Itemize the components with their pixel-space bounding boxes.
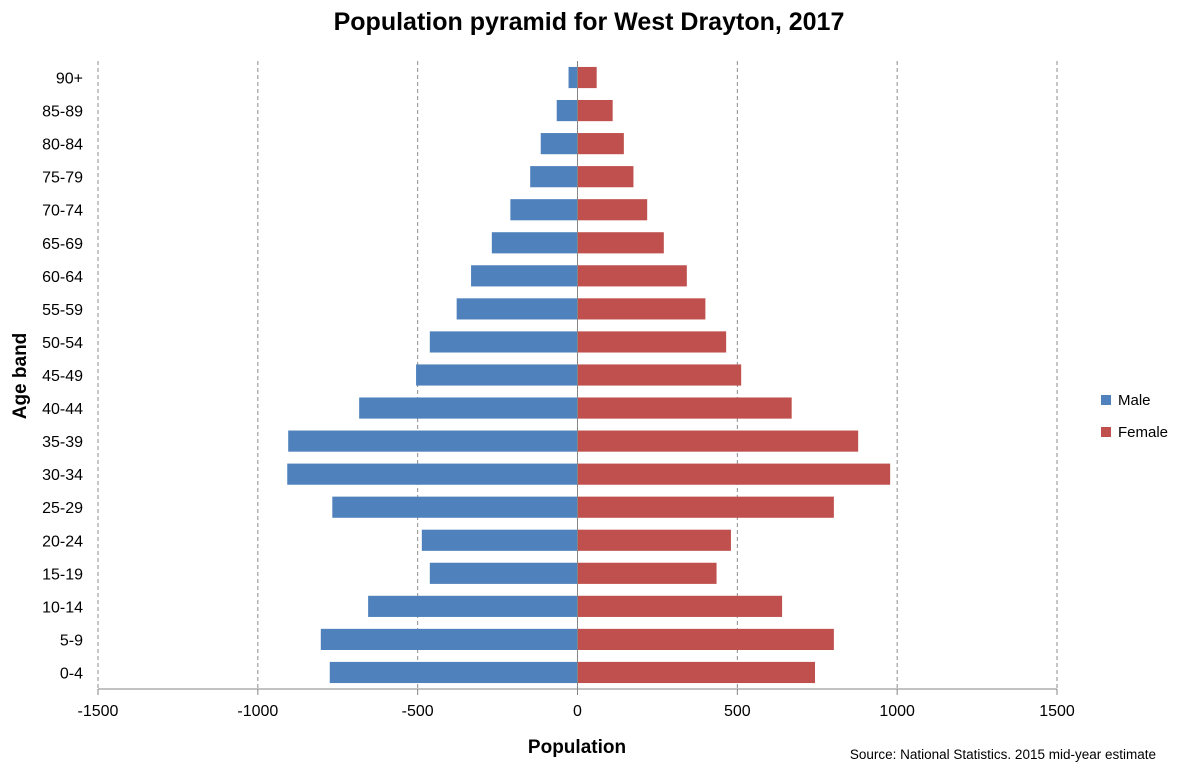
bar-male-0-4	[329, 661, 578, 684]
bar-male-20-24	[421, 529, 578, 551]
y-tick-label: 45-49	[42, 368, 83, 385]
y-tick-label: 75-79	[42, 170, 83, 187]
y-tick-label: 20-24	[42, 533, 83, 550]
bar-male-80-84	[540, 133, 578, 155]
bar-female-0-4	[577, 661, 816, 684]
x-tick-label: 500	[724, 703, 751, 720]
bar-female-15-19	[577, 562, 717, 584]
bar-male-90+	[568, 66, 578, 89]
x-tick-label: -1500	[78, 703, 119, 720]
legend: Male Female	[1101, 384, 1168, 448]
bar-female-30-34	[577, 463, 891, 485]
x-tick-label: 1000	[879, 703, 915, 720]
y-tick-label: 60-64	[42, 269, 83, 286]
legend-item-female: Female	[1101, 416, 1168, 448]
y-tick-label: 90+	[56, 71, 83, 88]
legend-swatch-female	[1101, 427, 1111, 437]
bar-male-40-44	[359, 397, 578, 419]
bar-male-60-64	[471, 265, 578, 287]
bar-female-35-39	[577, 430, 859, 452]
x-tick-label: 0	[573, 703, 582, 720]
x-tick-label: 1500	[1039, 703, 1075, 720]
y-tick-label: 10-14	[42, 599, 83, 616]
bar-female-65-69	[577, 232, 664, 254]
bar-female-20-24	[577, 529, 731, 551]
y-tick-label: 35-39	[42, 434, 83, 451]
y-tick-label: 65-69	[42, 236, 83, 253]
bar-female-70-74	[577, 199, 648, 221]
bar-female-55-59	[577, 298, 706, 320]
bar-female-10-14	[577, 595, 783, 617]
axis-layer: -1500 -1000 -500 0 500 1000 1500 90+ 85-89 80-84 7…	[42, 61, 1075, 720]
bar-female-75-79	[577, 166, 634, 188]
bar-layer	[287, 66, 891, 684]
bar-male-55-59	[456, 298, 578, 320]
bar-male-45-49	[416, 364, 578, 386]
legend-label-female: Female	[1118, 423, 1169, 441]
x-axis-title: Population	[528, 737, 626, 758]
y-tick-label: 80-84	[42, 137, 83, 154]
y-tick-label: 0-4	[60, 665, 83, 682]
x-tick-label: -1000	[237, 703, 278, 720]
bar-female-5-9	[577, 628, 834, 650]
legend-item-male: Male	[1101, 384, 1168, 416]
y-tick-label: 85-89	[42, 104, 83, 121]
y-tick-label: 5-9	[60, 632, 83, 649]
bar-female-90+	[577, 66, 597, 89]
bar-male-10-14	[368, 595, 578, 617]
bar-female-45-49	[577, 364, 742, 386]
chart-title: Population pyramid for West Drayton, 201…	[333, 8, 845, 36]
y-tick-label: 25-29	[42, 500, 83, 517]
bar-male-35-39	[288, 430, 578, 452]
bar-male-30-34	[287, 463, 578, 485]
y-tick-label: 30-34	[42, 467, 83, 484]
bar-male-85-89	[556, 100, 578, 122]
source-note: Source: National Statistics. 2015 mid-ye…	[849, 747, 1156, 762]
bar-female-40-44	[577, 397, 792, 419]
y-tick-label: 40-44	[42, 401, 83, 418]
bar-male-5-9	[320, 628, 578, 650]
y-tick-label: 55-59	[42, 302, 83, 319]
bar-male-15-19	[429, 562, 578, 584]
bar-male-50-54	[429, 331, 578, 353]
bar-male-65-69	[491, 232, 578, 254]
bar-male-75-79	[530, 166, 578, 188]
y-tick-label: 70-74	[42, 203, 83, 220]
bar-female-50-54	[577, 331, 727, 353]
legend-swatch-male	[1101, 395, 1111, 405]
bar-female-85-89	[577, 100, 613, 122]
y-axis-title: Age band	[10, 333, 31, 420]
bar-female-60-64	[577, 265, 687, 287]
y-tick-label: 50-54	[42, 335, 83, 352]
y-tick-label: 15-19	[42, 566, 83, 583]
bar-female-80-84	[577, 133, 624, 155]
bar-male-70-74	[510, 199, 578, 221]
bar-male-25-29	[332, 496, 578, 518]
bar-female-25-29	[577, 496, 834, 518]
legend-label-male: Male	[1118, 391, 1151, 409]
x-tick-label: -500	[402, 703, 434, 720]
